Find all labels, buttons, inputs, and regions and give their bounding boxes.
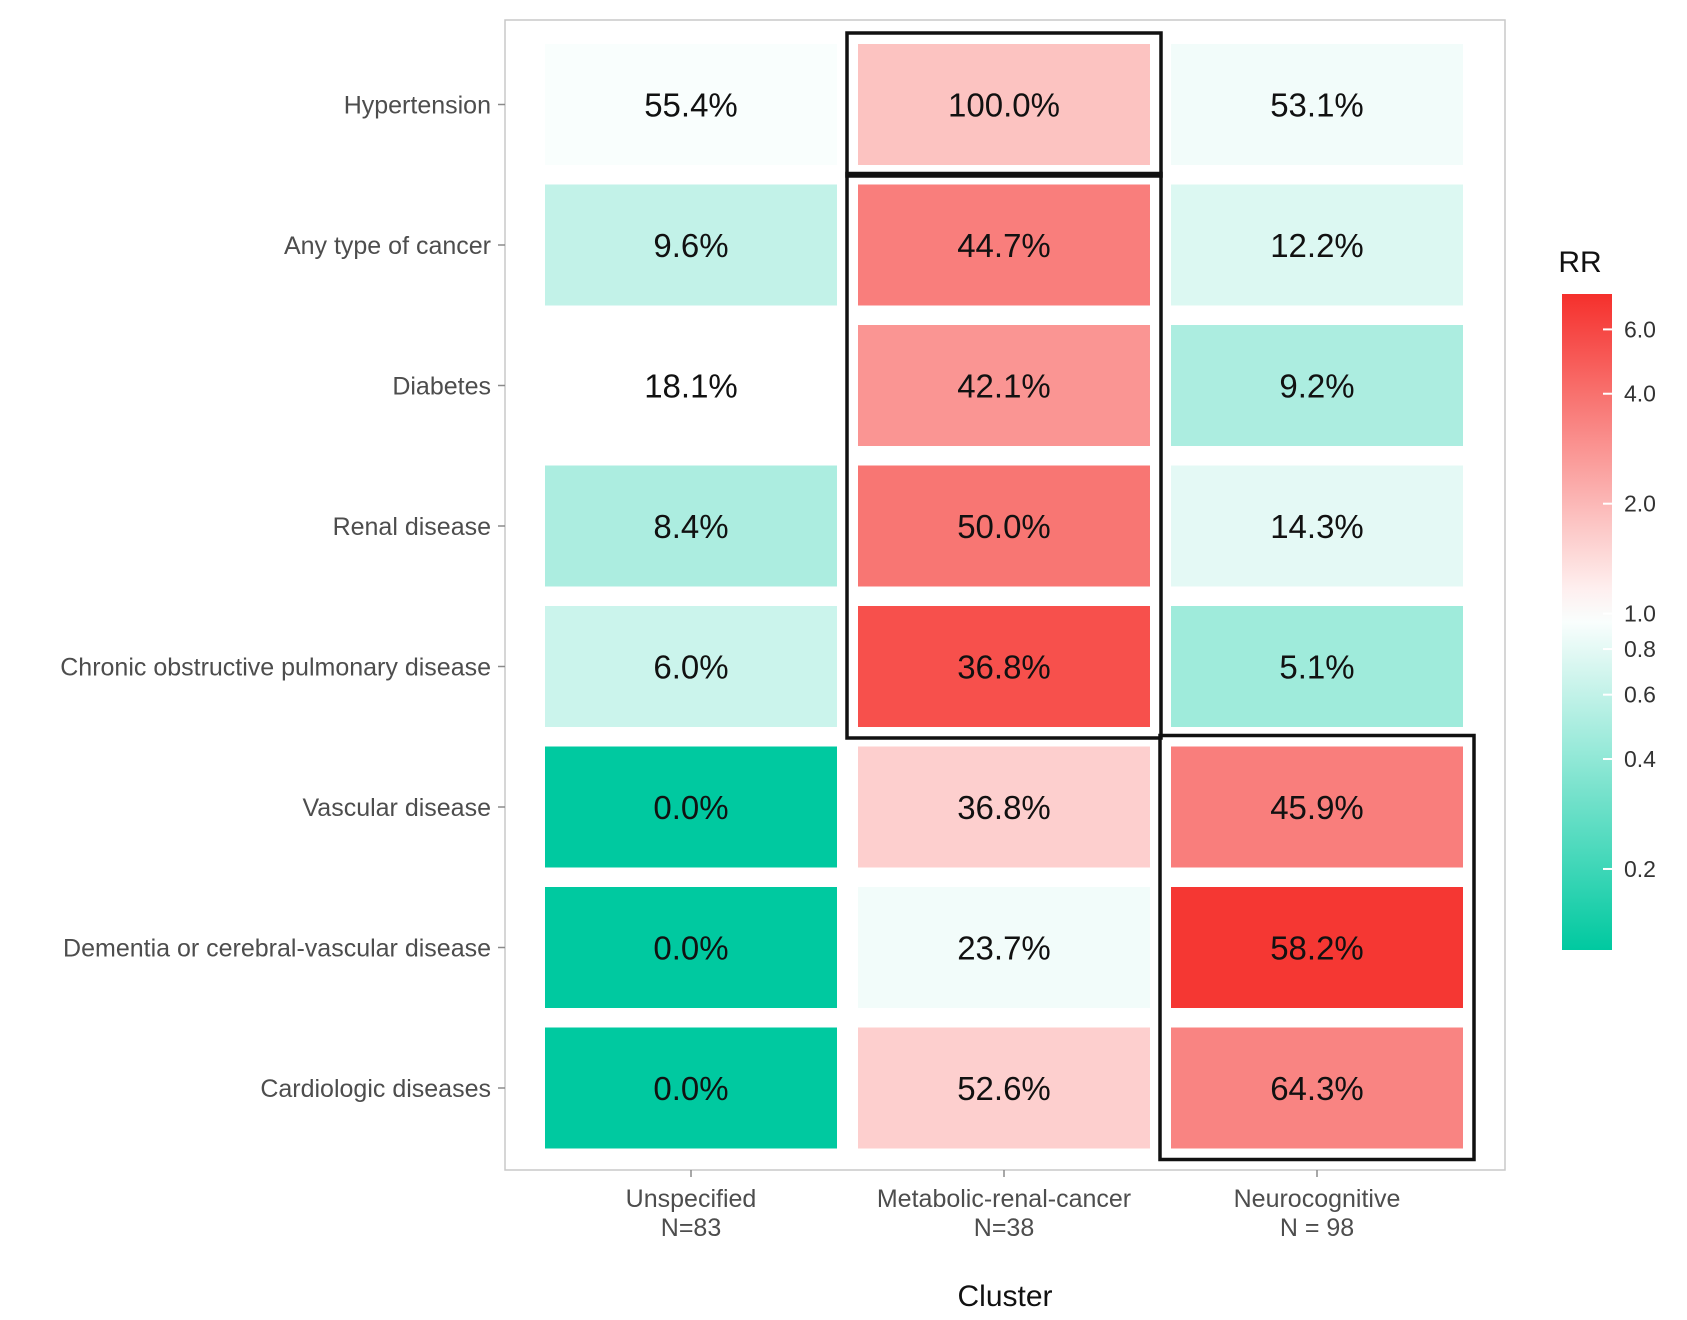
cell-value-label: 100.0% [948,87,1060,124]
highlight-box-3 [1158,733,1476,1162]
heatmap-cell-chronic-obstructive-pulmonary-disease-metabolic-renal-cancer [858,606,1150,727]
cell-value-label: 58.2% [1270,930,1364,967]
legend-tick-label: 0.8 [1624,636,1656,662]
y-tick-label-diabetes: Diabetes [392,373,491,401]
cell-value-label: 8.4% [653,508,728,545]
heatmap-cells [545,44,1463,1149]
y-tick-label-cardiologic-diseases: Cardiologic diseases [260,1075,491,1103]
y-tick-label-chronic-obstructive-pulmonary-disease: Chronic obstructive pulmonary disease [60,654,491,682]
cell-value-label: 0.0% [653,930,728,967]
legend-tick-label: 0.2 [1624,856,1656,882]
legend-tick-label: 4.0 [1624,381,1656,407]
highlight-box-1 [845,31,1163,178]
heatmap-cell-chronic-obstructive-pulmonary-disease-neurocognitive [1171,606,1463,727]
heatmap-cell-diabetes-metabolic-renal-cancer [858,325,1150,446]
heatmap-cell-cardiologic-diseases-neurocognitive [1171,1027,1463,1149]
heatmap-cell-hypertension-neurocognitive [1171,44,1463,165]
cell-value-label: 0.0% [653,789,728,826]
cell-value-label: 36.8% [957,649,1051,686]
cell-value-label: 12.2% [1270,227,1364,264]
cell-value-label: 53.1% [1270,87,1364,124]
heatmap-cell-chronic-obstructive-pulmonary-disease-unspecified [545,606,837,727]
highlight-boxes [845,31,1476,1162]
heatmap-cell-any-type-of-cancer-neurocognitive [1171,184,1463,306]
cell-value-label: 5.1% [1279,649,1354,686]
heatmap-cell-dementia-or-cerebral-vascular-disease-metabolic-renal-cancer [858,887,1150,1008]
cell-value-label: 9.2% [1279,368,1354,405]
y-tick-label-hypertension: Hypertension [344,92,491,120]
x-axis-title: Cluster [957,1280,1052,1313]
y-tick-label-renal-disease: Renal disease [333,513,491,541]
x-tick-label-neurocognitive: Neurocognitive [1234,1185,1401,1213]
heatmap-cell-hypertension-unspecified [545,44,837,165]
cell-value-label: 50.0% [957,508,1051,545]
legend-tick-label: 0.6 [1624,682,1656,708]
heatmap-cell-hypertension-metabolic-renal-cancer [858,44,1150,165]
heatmap-cell-any-type-of-cancer-metabolic-renal-cancer [858,184,1150,306]
x-tick-sublabel-unspecified: N=83 [661,1214,721,1242]
legend-tick-label: 2.0 [1624,491,1656,517]
y-tick-label-dementia-or-cerebral-vascular-disease: Dementia or cerebral-vascular disease [63,935,491,963]
heatmap-cell-vascular-disease-neurocognitive [1171,746,1463,868]
cell-value-label: 55.4% [644,87,738,124]
y-tick-label-vascular-disease: Vascular disease [302,794,491,822]
cell-value-label: 52.6% [957,1070,1051,1107]
cell-value-label: 45.9% [1270,789,1364,826]
x-tick-label-metabolic-renal-cancer: Metabolic-renal-cancer [877,1185,1131,1213]
legend-tick-label: 0.4 [1624,746,1656,772]
heatmap-cell-cardiologic-diseases-unspecified [545,1027,837,1149]
cell-value-label: 64.3% [1270,1070,1364,1107]
legend-tick-label: 1.0 [1624,601,1656,627]
highlight-box-2 [845,171,1163,740]
legend-tick-label: 6.0 [1624,316,1656,342]
heatmap-cell-labels: 55.4% 100.0% 53.1% 9.6% 44.7% 12.2% 18.1% 42.1%… [644,87,1364,1108]
cell-value-label: 44.7% [957,227,1051,264]
heatmap-cell-diabetes-unspecified [545,325,837,446]
heatmap-cell-cardiologic-diseases-metabolic-renal-cancer [858,1027,1150,1149]
cell-value-label: 18.1% [644,368,738,405]
x-tick-label-unspecified: Unspecified [626,1185,757,1213]
heatmap-cell-any-type-of-cancer-unspecified [545,184,837,306]
row-axis: Hypertension Any type of cancer Diabetes Re… [60,92,505,1103]
heatmap-cell-renal-disease-neurocognitive [1171,465,1463,587]
cell-value-label: 23.7% [957,930,1051,967]
legend: RR 0.2 0.4 0.6 0.8 1.0 2.0 4.0 6.0 [1558,246,1656,950]
legend-colorbar [1562,294,1612,950]
legend-title: RR [1558,246,1601,279]
y-tick-label-any-type-of-cancer: Any type of cancer [284,232,491,260]
heatmap-cell-renal-disease-metabolic-renal-cancer [858,465,1150,587]
cell-value-label: 6.0% [653,649,728,686]
cell-value-label: 14.3% [1270,508,1364,545]
heatmap-cell-dementia-or-cerebral-vascular-disease-unspecified [545,887,837,1008]
x-tick-sublabel-metabolic-renal-cancer: N=38 [974,1214,1034,1242]
cell-value-label: 36.8% [957,789,1051,826]
heatmap-cell-dementia-or-cerebral-vascular-disease-neurocognitive [1171,887,1463,1008]
cell-value-label: 9.6% [653,227,728,264]
cell-value-label: 0.0% [653,1070,728,1107]
cell-value-label: 42.1% [957,368,1051,405]
heatmap-cell-diabetes-neurocognitive [1171,325,1463,446]
heatmap-cell-renal-disease-unspecified [545,465,837,587]
heatmap-cell-vascular-disease-metabolic-renal-cancer [858,746,1150,868]
heatmap-cell-vascular-disease-unspecified [545,746,837,868]
x-tick-sublabel-neurocognitive: N = 98 [1280,1214,1354,1242]
